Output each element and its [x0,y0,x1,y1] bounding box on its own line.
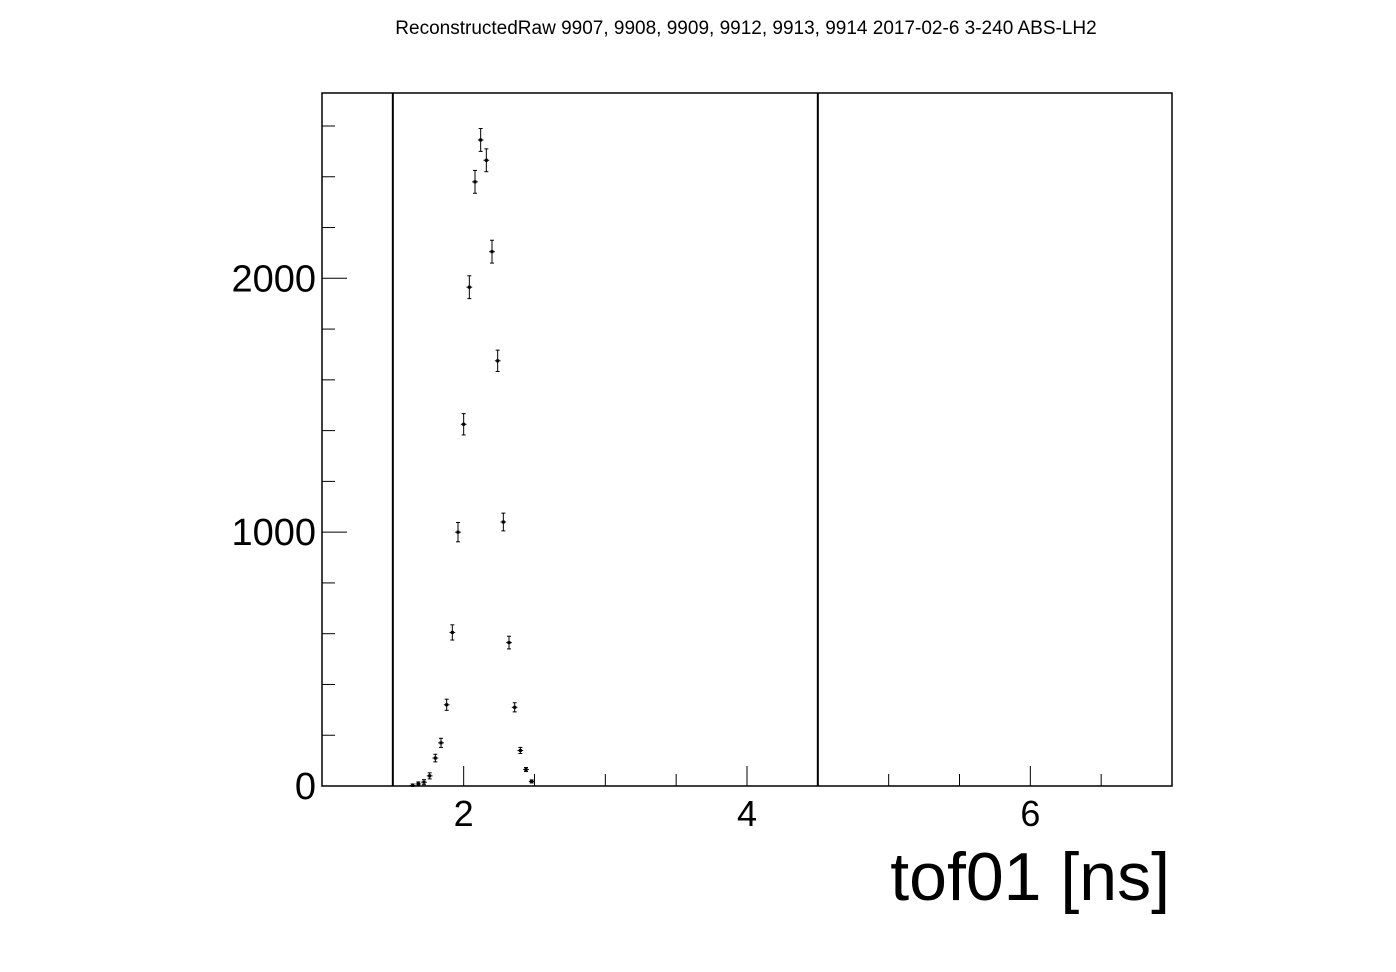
point-marker [416,782,420,786]
data-point [443,698,450,711]
data-point [489,239,495,264]
plot-frame [321,92,1173,787]
y-axis-tick-labels: 0 1000 2000 [231,258,316,808]
y-tick-label: 0 [295,766,316,808]
data-point [409,783,416,787]
x-axis-tick-labels: 2 4 6 [454,793,1041,834]
data-point [494,349,501,372]
point-marker [484,158,488,162]
point-marker [473,180,477,184]
data-point [517,746,524,755]
point-marker [445,703,449,707]
x-axis-ticks [321,766,1173,786]
chart-title: ReconstructedRaw 9907, 9908, 9909, 9912,… [395,18,1097,39]
x-tick-label: 6 [1020,793,1040,834]
data-point [506,635,512,650]
cut-lines [391,93,819,786]
point-marker [513,705,517,709]
point-marker [518,748,522,752]
x-tick-label: 4 [737,793,757,834]
point-marker [456,530,460,534]
data-point [466,275,473,300]
point-marker [422,780,426,784]
data-point [421,779,427,786]
point-marker [462,422,466,426]
data-point [500,512,507,532]
data-point [460,413,467,436]
x-tick-label: 2 [454,793,474,834]
point-marker [530,779,534,783]
data-point [483,148,490,173]
data-point [432,753,439,763]
point-marker [467,285,471,289]
data-point [511,702,518,713]
point-marker [479,138,483,142]
data-point [426,772,433,780]
y-tick-label: 2000 [231,258,316,300]
point-marker [507,641,511,645]
y-axis-ticks [322,125,347,787]
data-point [438,737,444,748]
data-point [415,781,422,787]
data-point [528,779,535,784]
data-point [477,128,484,152]
point-marker [439,741,443,745]
point-marker [450,630,454,634]
point-marker [501,520,505,524]
point-marker [490,250,494,254]
data-points [409,128,535,787]
data-point [455,522,461,543]
point-marker [496,359,500,363]
point-marker [433,756,437,760]
y-tick-label: 1000 [231,512,316,554]
data-point [472,169,478,194]
x-axis-title: tof01 [ns] [890,839,1170,915]
data-point [523,766,529,773]
data-point [449,624,456,641]
point-marker [411,783,415,787]
point-marker [524,768,528,771]
point-marker [428,774,432,778]
